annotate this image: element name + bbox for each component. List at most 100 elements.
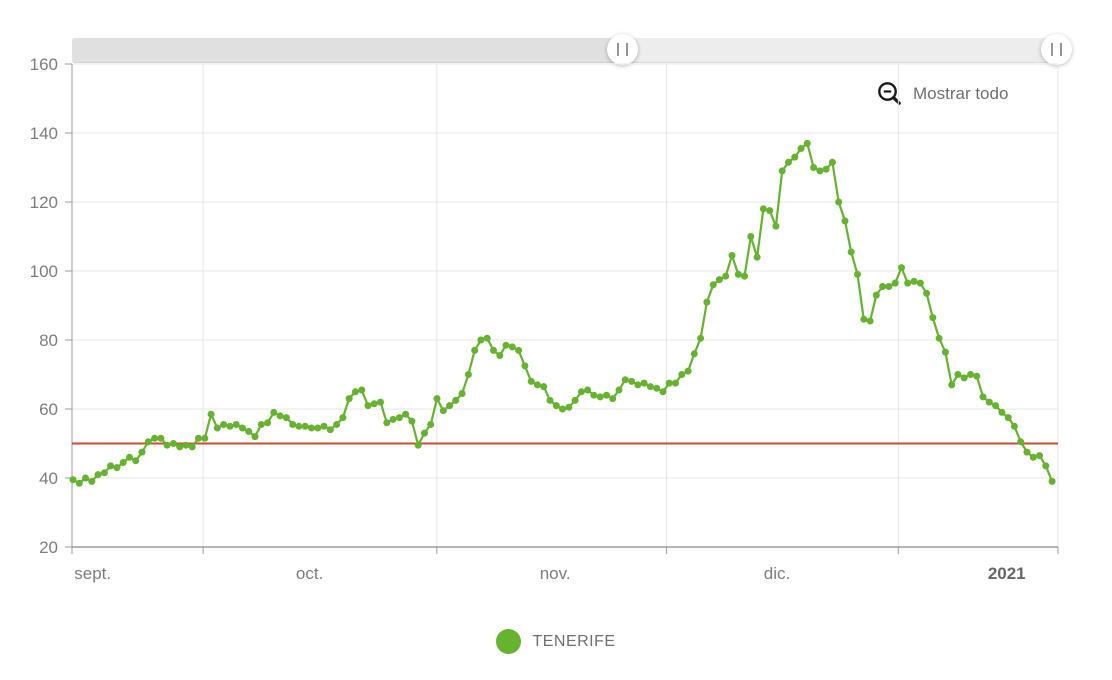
data-point[interactable] bbox=[94, 471, 102, 479]
data-point[interactable] bbox=[759, 205, 767, 213]
data-point[interactable] bbox=[345, 395, 353, 403]
data-point[interactable] bbox=[157, 434, 165, 442]
data-point[interactable] bbox=[471, 346, 479, 354]
data-point[interactable] bbox=[828, 158, 836, 166]
data-point[interactable] bbox=[615, 386, 623, 394]
data-point[interactable] bbox=[257, 421, 265, 428]
data-point[interactable] bbox=[841, 217, 849, 225]
data-point[interactable] bbox=[295, 422, 303, 430]
data-point[interactable] bbox=[879, 283, 887, 290]
data-point[interactable] bbox=[552, 402, 560, 410]
data-point[interactable] bbox=[941, 348, 949, 356]
scrollbar-grip-right[interactable] bbox=[1040, 34, 1072, 65]
data-point[interactable] bbox=[264, 419, 272, 427]
data-point[interactable] bbox=[690, 350, 698, 358]
data-point[interactable] bbox=[515, 346, 523, 354]
data-point[interactable] bbox=[176, 443, 184, 451]
data-point[interactable] bbox=[640, 379, 648, 387]
legend-item-tenerife[interactable]: TENERIFE bbox=[0, 629, 1112, 654]
data-point[interactable] bbox=[100, 469, 108, 477]
data-point[interactable] bbox=[144, 438, 152, 446]
data-point[interactable] bbox=[847, 248, 855, 256]
data-point[interactable] bbox=[107, 462, 115, 470]
data-point[interactable] bbox=[358, 386, 366, 394]
data-point[interactable] bbox=[778, 167, 786, 175]
data-point[interactable] bbox=[628, 377, 636, 385]
data-point[interactable] bbox=[822, 165, 830, 173]
data-point[interactable] bbox=[69, 476, 77, 484]
data-point[interactable] bbox=[119, 459, 127, 466]
scrollbar-grip-left[interactable] bbox=[606, 34, 638, 65]
data-point[interactable] bbox=[741, 272, 748, 280]
data-point[interactable] bbox=[728, 252, 736, 259]
data-point[interactable] bbox=[326, 426, 334, 434]
data-point[interactable] bbox=[1036, 452, 1043, 460]
data-point[interactable] bbox=[508, 343, 516, 351]
data-point[interactable] bbox=[910, 277, 918, 285]
data-point[interactable] bbox=[803, 139, 811, 147]
data-point[interactable] bbox=[163, 441, 171, 449]
data-point[interactable] bbox=[948, 381, 956, 389]
data-point[interactable] bbox=[126, 453, 133, 461]
data-point[interactable] bbox=[854, 270, 861, 278]
data-point[interactable] bbox=[596, 393, 604, 401]
data-point[interactable] bbox=[546, 396, 554, 404]
data-point[interactable] bbox=[490, 346, 497, 354]
data-point[interactable] bbox=[502, 341, 510, 349]
data-point[interactable] bbox=[747, 233, 755, 240]
data-point[interactable] bbox=[213, 424, 221, 432]
data-point[interactable] bbox=[182, 441, 190, 449]
data-point[interactable] bbox=[603, 391, 610, 399]
data-point[interactable] bbox=[797, 145, 805, 152]
data-point[interactable] bbox=[753, 253, 761, 261]
data-point[interactable] bbox=[282, 414, 290, 422]
data-point[interactable] bbox=[1010, 422, 1018, 430]
data-point[interactable] bbox=[766, 207, 774, 215]
data-point[interactable] bbox=[684, 367, 692, 375]
x-scrollbar-selected-range[interactable] bbox=[72, 38, 623, 63]
data-point[interactable] bbox=[904, 279, 912, 287]
data-point[interactable] bbox=[697, 334, 705, 342]
data-point[interactable] bbox=[452, 396, 460, 404]
data-point[interactable] bbox=[1004, 414, 1012, 422]
data-point[interactable] bbox=[891, 279, 899, 287]
data-point[interactable] bbox=[590, 391, 598, 399]
data-point[interactable] bbox=[998, 408, 1006, 416]
data-point[interactable] bbox=[408, 417, 416, 425]
data-point[interactable] bbox=[195, 434, 202, 442]
data-point[interactable] bbox=[584, 386, 592, 394]
data-point[interactable] bbox=[333, 421, 341, 428]
data-point[interactable] bbox=[483, 334, 491, 342]
data-point[interactable] bbox=[954, 371, 962, 378]
data-point[interactable] bbox=[646, 383, 654, 391]
data-point[interactable] bbox=[715, 276, 723, 284]
data-point[interactable] bbox=[653, 384, 661, 392]
data-point[interactable] bbox=[414, 441, 422, 449]
data-point[interactable] bbox=[835, 198, 843, 206]
data-point[interactable] bbox=[138, 448, 146, 456]
data-point[interactable] bbox=[314, 424, 322, 432]
data-point[interactable] bbox=[320, 422, 328, 430]
data-point[interactable] bbox=[1029, 453, 1037, 461]
data-point[interactable] bbox=[527, 377, 535, 385]
data-point[interactable] bbox=[916, 279, 924, 287]
data-point[interactable] bbox=[132, 457, 140, 465]
data-point[interactable] bbox=[245, 427, 253, 435]
data-point[interactable] bbox=[421, 429, 428, 437]
data-point[interactable] bbox=[967, 371, 974, 378]
data-point[interactable] bbox=[665, 379, 673, 387]
data-point[interactable] bbox=[477, 336, 485, 344]
data-point[interactable] bbox=[860, 315, 868, 323]
data-point[interactable] bbox=[659, 388, 667, 396]
data-point[interactable] bbox=[935, 334, 943, 342]
data-point[interactable] bbox=[521, 362, 529, 370]
data-point[interactable] bbox=[207, 410, 215, 418]
data-point[interactable] bbox=[427, 421, 435, 428]
data-point[interactable] bbox=[734, 270, 742, 278]
data-point[interactable] bbox=[446, 402, 454, 410]
data-point[interactable] bbox=[533, 381, 541, 389]
data-point[interactable] bbox=[188, 443, 196, 451]
data-point[interactable] bbox=[929, 314, 937, 322]
data-point[interactable] bbox=[621, 376, 629, 384]
data-point[interactable] bbox=[370, 400, 378, 408]
